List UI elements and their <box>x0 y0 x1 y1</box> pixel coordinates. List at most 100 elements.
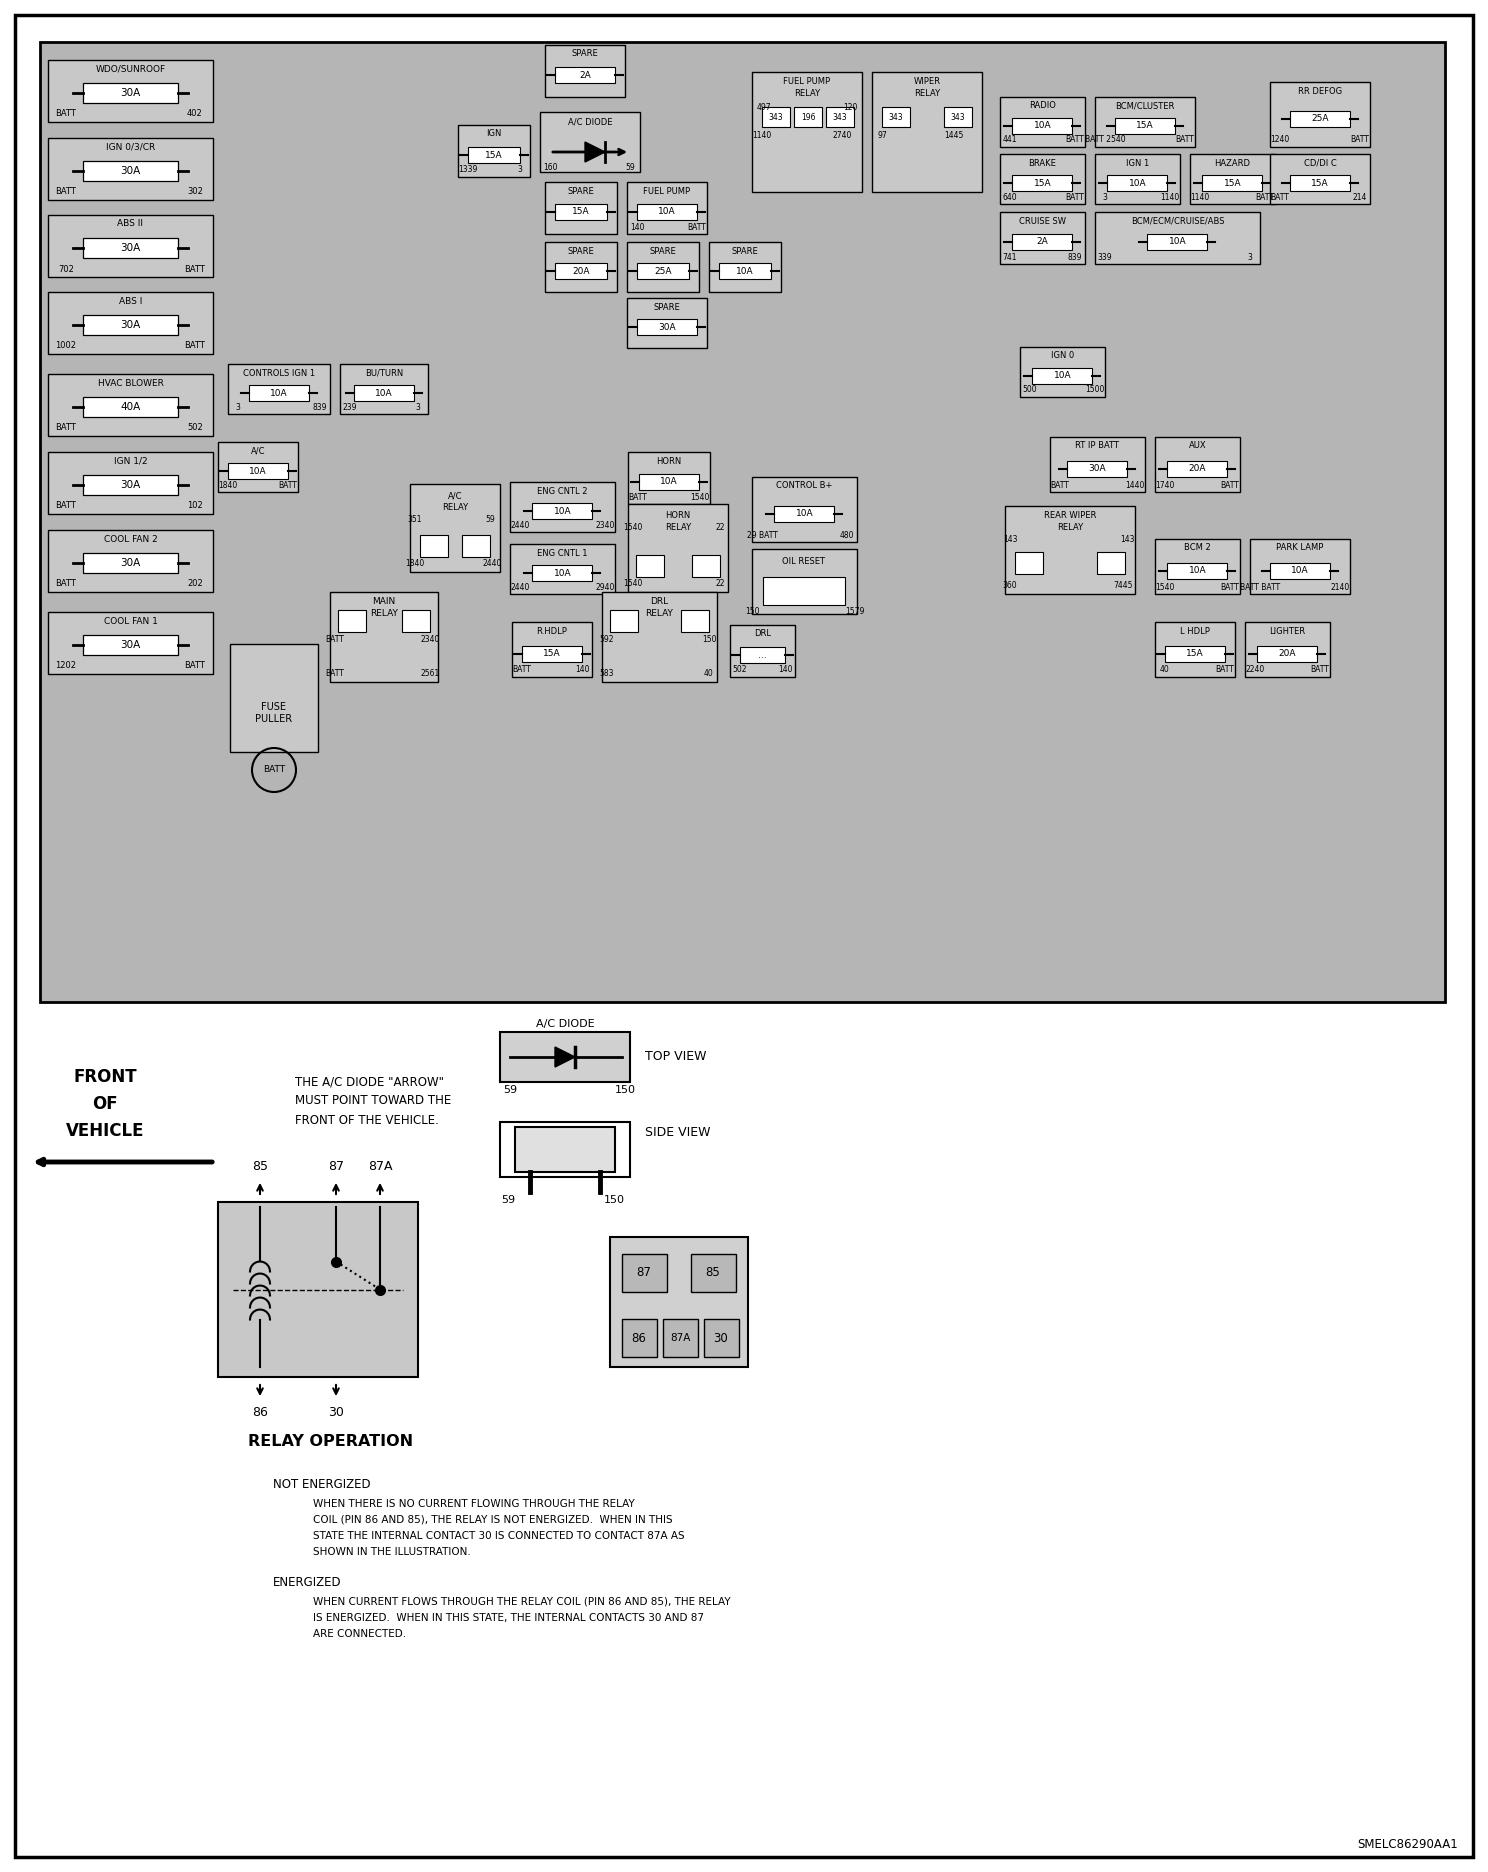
Bar <box>1000 154 1085 204</box>
Text: 1840: 1840 <box>219 481 238 489</box>
Text: 3: 3 <box>415 402 421 412</box>
Text: 10A: 10A <box>796 509 814 519</box>
Text: ENG CNTL 2: ENG CNTL 2 <box>537 487 588 496</box>
Text: 2340: 2340 <box>595 520 615 530</box>
Bar <box>540 112 640 172</box>
Text: 2440: 2440 <box>510 520 530 530</box>
Text: ABS II: ABS II <box>118 219 143 228</box>
Bar <box>1095 212 1260 264</box>
Text: 150: 150 <box>745 608 759 616</box>
Bar <box>762 107 790 127</box>
Text: BATT 2540: BATT 2540 <box>1085 135 1125 144</box>
Bar <box>1107 174 1168 191</box>
Text: 10A: 10A <box>554 507 571 515</box>
Text: SPARE: SPARE <box>567 247 594 255</box>
Text: 30A: 30A <box>121 320 141 329</box>
Text: 87A: 87A <box>670 1333 690 1342</box>
Text: BATT: BATT <box>55 187 76 197</box>
Text: 839: 839 <box>1068 253 1082 262</box>
Bar <box>626 241 699 292</box>
Text: 150: 150 <box>702 635 716 644</box>
Bar <box>512 622 592 678</box>
Bar <box>533 504 592 519</box>
Text: RELAY OPERATION: RELAY OPERATION <box>248 1434 414 1449</box>
Text: BATT: BATT <box>1271 193 1290 202</box>
Text: 87: 87 <box>637 1267 652 1279</box>
Bar <box>943 107 972 127</box>
Text: 59: 59 <box>485 515 496 524</box>
Text: AUX: AUX <box>1189 442 1207 451</box>
Bar <box>83 397 179 417</box>
Text: L HDLP: L HDLP <box>1180 627 1210 635</box>
Bar <box>555 262 607 279</box>
Bar <box>1155 539 1240 593</box>
Text: IGN 1/2: IGN 1/2 <box>113 457 147 466</box>
Bar <box>402 610 430 633</box>
Bar <box>1269 82 1370 148</box>
Text: PULLER: PULLER <box>256 713 293 724</box>
Text: RELAY: RELAY <box>646 610 674 618</box>
Bar <box>1019 346 1106 397</box>
Text: 1140: 1140 <box>753 131 772 140</box>
Bar <box>1012 174 1073 191</box>
Text: BATT: BATT <box>185 341 205 350</box>
Bar <box>626 182 707 234</box>
Text: 441: 441 <box>1003 135 1018 144</box>
Text: CONTROL B+: CONTROL B+ <box>777 481 833 490</box>
Bar <box>555 204 607 221</box>
Text: BATT: BATT <box>185 661 205 670</box>
Bar <box>622 1320 658 1357</box>
Text: 360: 360 <box>1003 582 1018 590</box>
Text: 30A: 30A <box>658 322 676 331</box>
Text: 87: 87 <box>327 1161 344 1174</box>
Bar <box>1015 552 1043 575</box>
Text: 30: 30 <box>714 1331 728 1344</box>
Text: BATT: BATT <box>1216 666 1235 674</box>
Text: FRONT OF THE VEHICLE.: FRONT OF THE VEHICLE. <box>295 1114 439 1127</box>
Text: 30A: 30A <box>121 243 141 253</box>
Bar <box>40 41 1445 1002</box>
Bar <box>708 241 781 292</box>
Text: 202: 202 <box>187 580 202 588</box>
Bar <box>500 1031 629 1082</box>
Text: 702: 702 <box>58 264 74 273</box>
Text: RELAY: RELAY <box>371 610 397 618</box>
Text: 1540: 1540 <box>690 492 710 502</box>
Text: THE A/C DIODE "ARROW": THE A/C DIODE "ARROW" <box>295 1076 443 1088</box>
Text: STATE THE INTERNAL CONTACT 30 IS CONNECTED TO CONTACT 87A AS: STATE THE INTERNAL CONTACT 30 IS CONNECT… <box>312 1531 684 1541</box>
Bar <box>774 505 835 522</box>
Text: 583: 583 <box>600 670 615 678</box>
Text: 839: 839 <box>312 402 327 412</box>
Text: SIDE VIEW: SIDE VIEW <box>644 1125 710 1138</box>
Bar <box>690 1254 737 1292</box>
Bar <box>795 107 821 127</box>
Text: 1002: 1002 <box>55 341 76 350</box>
Text: 30A: 30A <box>121 640 141 650</box>
Text: RELAY: RELAY <box>442 504 469 513</box>
Text: BATT: BATT <box>687 223 707 232</box>
Text: LIGHTER: LIGHTER <box>1269 627 1305 635</box>
Text: SPARE: SPARE <box>650 247 677 255</box>
Bar <box>882 107 911 127</box>
Bar <box>751 477 857 543</box>
Text: 3: 3 <box>518 165 522 174</box>
Text: BATT: BATT <box>1256 193 1274 202</box>
Text: MAIN: MAIN <box>372 597 396 607</box>
Text: 2140: 2140 <box>1330 582 1350 592</box>
Text: NOT ENERGIZED: NOT ENERGIZED <box>272 1477 371 1490</box>
Bar <box>1095 97 1195 148</box>
Text: 29 BATT: 29 BATT <box>747 530 777 539</box>
Text: WIPER: WIPER <box>914 77 940 86</box>
Bar <box>48 374 213 436</box>
Text: 3: 3 <box>1103 193 1107 202</box>
Text: HVAC BLOWER: HVAC BLOWER <box>98 378 164 388</box>
Text: 351: 351 <box>408 515 423 524</box>
Text: 1140: 1140 <box>1161 193 1180 202</box>
Text: BCM/ECM/CRUISE/ABS: BCM/ECM/CRUISE/ABS <box>1131 217 1225 225</box>
Bar <box>1012 234 1073 251</box>
Text: ENG CNTL 1: ENG CNTL 1 <box>537 548 588 558</box>
Bar <box>637 262 689 279</box>
Text: DRL: DRL <box>754 629 771 638</box>
Text: 1140: 1140 <box>1190 193 1210 202</box>
Text: OIL RESET: OIL RESET <box>783 558 826 567</box>
